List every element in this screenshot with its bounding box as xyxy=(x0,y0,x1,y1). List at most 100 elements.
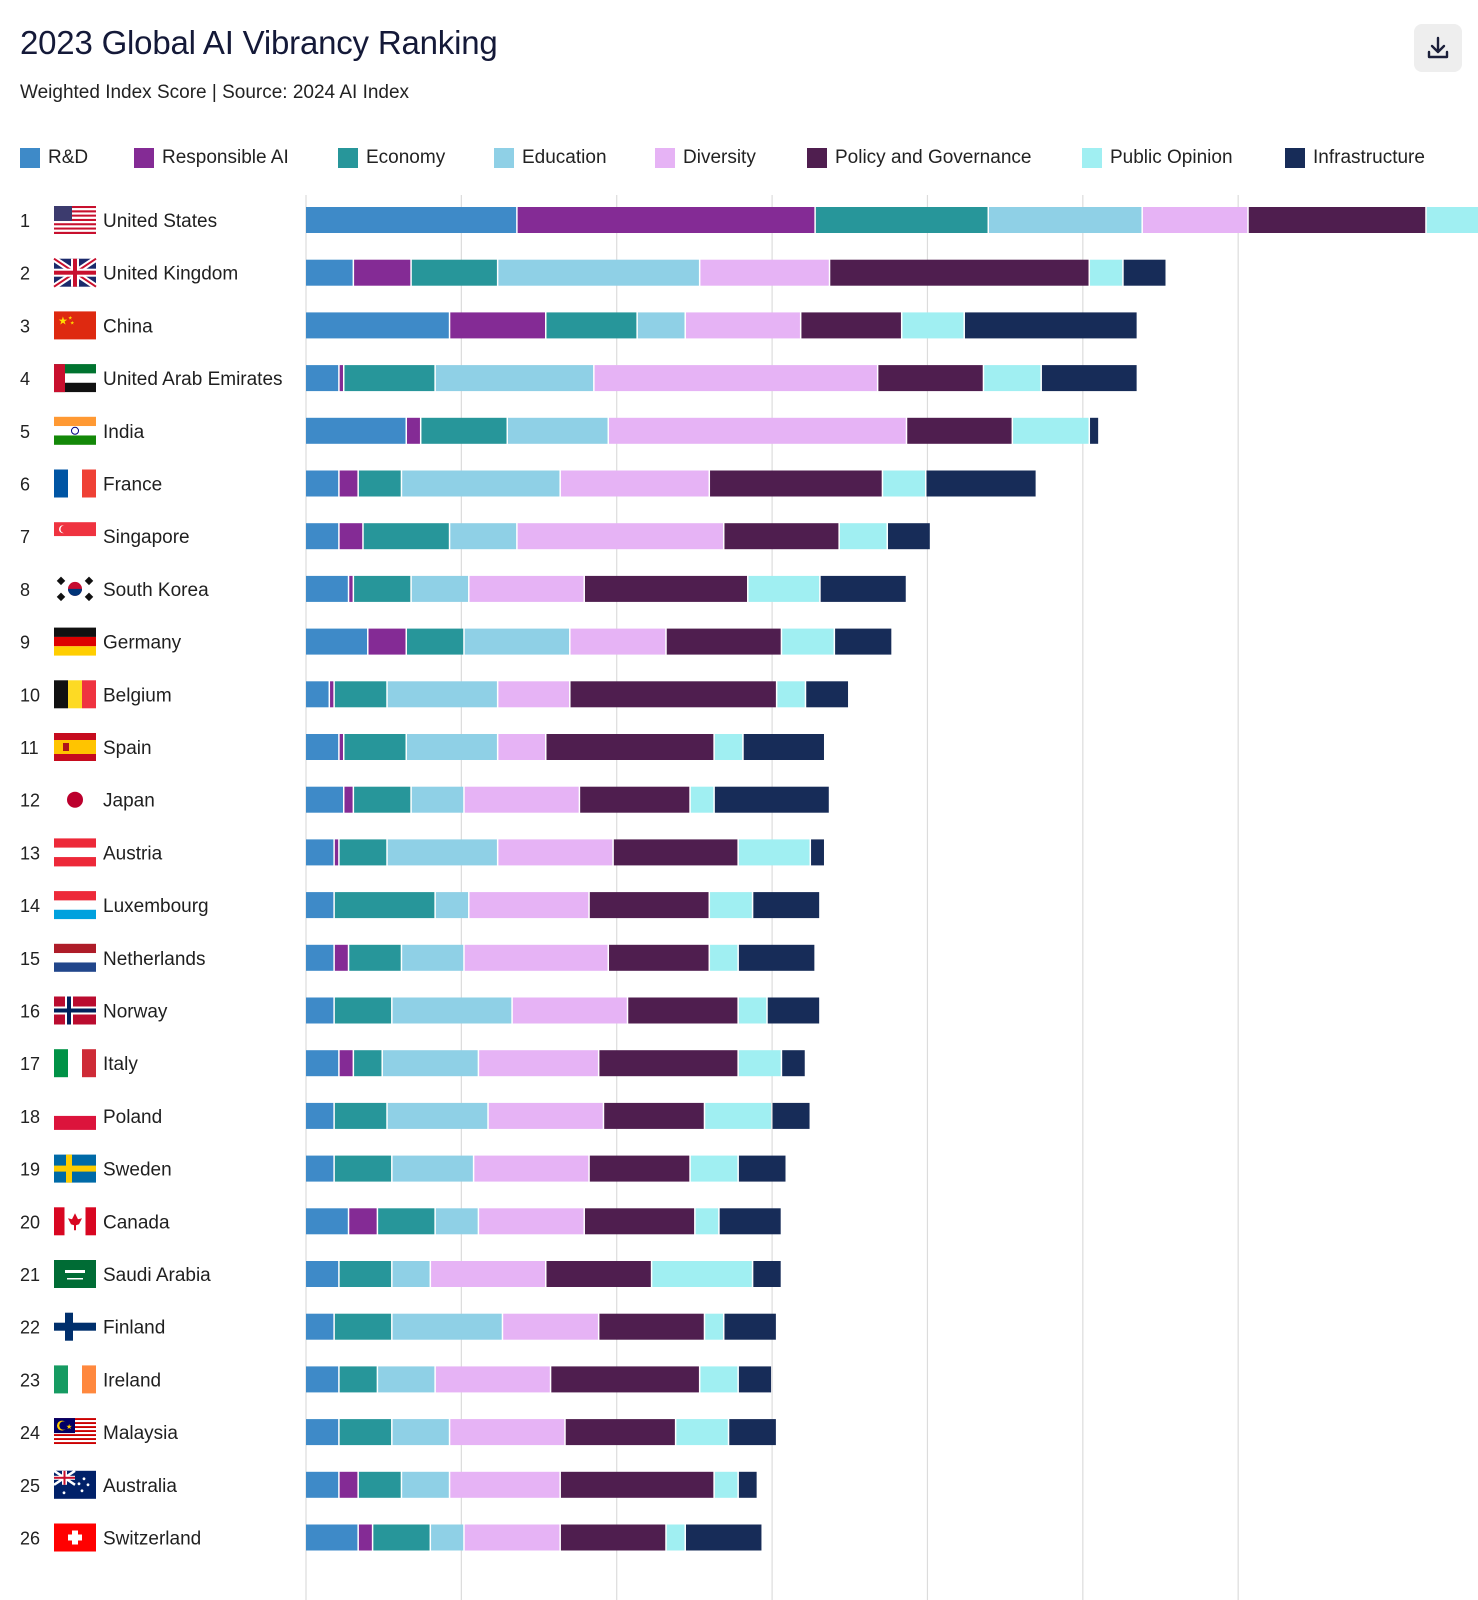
bar-segment-public-opinion[interactable] xyxy=(714,734,743,760)
bar-segment-economy[interactable] xyxy=(339,839,387,866)
bar-segment-r-d[interactable] xyxy=(306,734,339,760)
bar-segment-public-opinion[interactable] xyxy=(714,1471,738,1498)
bar-segment-responsible-ai[interactable] xyxy=(339,523,363,550)
bar-segment-infrastructure[interactable] xyxy=(782,1050,805,1077)
bar-segment-public-opinion[interactable] xyxy=(700,1366,738,1393)
bar-segment-diversity[interactable] xyxy=(474,1155,589,1182)
bar-segment-public-opinion[interactable] xyxy=(738,839,810,866)
bar-segment-policy-and-governance[interactable] xyxy=(560,1524,666,1551)
bar-segment-economy[interactable] xyxy=(334,1155,392,1182)
bar-segment-policy-and-governance[interactable] xyxy=(1248,207,1426,233)
bar-segment-infrastructure[interactable] xyxy=(772,1102,810,1129)
bar-segment-infrastructure[interactable] xyxy=(738,1155,786,1182)
bar-segment-policy-and-governance[interactable] xyxy=(666,628,781,655)
bar-segment-education[interactable] xyxy=(387,839,497,866)
bar-segment-responsible-ai[interactable] xyxy=(344,786,353,813)
bar-segment-infrastructure[interactable] xyxy=(738,1471,757,1498)
bar-segment-infrastructure[interactable] xyxy=(685,1524,762,1551)
bar-segment-policy-and-governance[interactable] xyxy=(801,312,901,339)
bar-segment-responsible-ai[interactable] xyxy=(517,207,815,233)
bar-segment-policy-and-governance[interactable] xyxy=(546,734,714,760)
bar-segment-public-opinion[interactable] xyxy=(1013,417,1089,444)
bar-segment-economy[interactable] xyxy=(546,312,637,339)
bar-segment-policy-and-governance[interactable] xyxy=(584,575,748,602)
bar-segment-policy-and-governance[interactable] xyxy=(589,1155,690,1182)
bar-segment-education[interactable] xyxy=(387,1102,488,1129)
bar-segment-infrastructure[interactable] xyxy=(1090,417,1099,444)
bar-segment-public-opinion[interactable] xyxy=(690,1155,738,1182)
bar-segment-education[interactable] xyxy=(387,681,497,708)
bar-segment-responsible-ai[interactable] xyxy=(334,944,348,971)
bar-segment-economy[interactable] xyxy=(363,523,449,550)
bar-segment-r-d[interactable] xyxy=(306,1050,339,1077)
bar-segment-education[interactable] xyxy=(435,365,594,392)
bar-segment-r-d[interactable] xyxy=(306,628,368,655)
bar-segment-economy[interactable] xyxy=(373,1524,430,1551)
bar-segment-education[interactable] xyxy=(402,1471,449,1498)
bar-segment-economy[interactable] xyxy=(334,681,387,708)
bar-segment-public-opinion[interactable] xyxy=(883,470,925,497)
bar-segment-economy[interactable] xyxy=(354,1050,382,1077)
bar-segment-responsible-ai[interactable] xyxy=(339,365,343,392)
bar-segment-diversity[interactable] xyxy=(479,1050,598,1077)
legend-item-policy-and-governance[interactable]: Policy and Governance xyxy=(807,146,1031,170)
bar-segment-responsible-ai[interactable] xyxy=(334,839,339,866)
bar-segment-economy[interactable] xyxy=(358,470,401,497)
bar-segment-infrastructure[interactable] xyxy=(729,1419,776,1446)
bar-segment-responsible-ai[interactable] xyxy=(339,734,343,760)
bar-segment-r-d[interactable] xyxy=(306,892,334,919)
bar-segment-r-d[interactable] xyxy=(306,839,334,866)
bar-segment-r-d[interactable] xyxy=(306,1208,348,1235)
bar-segment-policy-and-governance[interactable] xyxy=(580,786,690,813)
bar-segment-public-opinion[interactable] xyxy=(738,997,767,1024)
bar-segment-diversity[interactable] xyxy=(570,628,666,655)
bar-segment-education[interactable] xyxy=(402,944,464,971)
bar-segment-infrastructure[interactable] xyxy=(964,312,1137,339)
bar-segment-infrastructure[interactable] xyxy=(714,786,829,813)
bar-segment-r-d[interactable] xyxy=(306,207,517,233)
bar-segment-responsible-ai[interactable] xyxy=(339,1050,353,1077)
bar-segment-education[interactable] xyxy=(382,1050,478,1077)
bar-segment-policy-and-governance[interactable] xyxy=(609,944,709,971)
bar-segment-r-d[interactable] xyxy=(306,1471,339,1498)
bar-segment-policy-and-governance[interactable] xyxy=(565,1419,675,1446)
bar-segment-responsible-ai[interactable] xyxy=(349,575,353,602)
legend-item-economy[interactable]: Economy xyxy=(338,146,445,170)
bar-segment-public-opinion[interactable] xyxy=(1090,259,1123,286)
bar-segment-economy[interactable] xyxy=(407,628,464,655)
bar-segment-diversity[interactable] xyxy=(464,786,579,813)
bar-segment-responsible-ai[interactable] xyxy=(368,628,406,655)
bar-segment-diversity[interactable] xyxy=(431,1261,545,1287)
bar-segment-economy[interactable] xyxy=(339,1419,392,1446)
bar-segment-responsible-ai[interactable] xyxy=(349,1208,377,1235)
bar-segment-education[interactable] xyxy=(637,312,685,339)
bar-segment-responsible-ai[interactable] xyxy=(339,470,358,497)
bar-segment-diversity[interactable] xyxy=(512,997,627,1024)
bar-segment-policy-and-governance[interactable] xyxy=(599,1313,704,1340)
bar-segment-infrastructure[interactable] xyxy=(811,839,824,866)
bar-segment-responsible-ai[interactable] xyxy=(407,417,420,444)
bar-segment-economy[interactable] xyxy=(334,997,392,1024)
bar-segment-public-opinion[interactable] xyxy=(738,1050,781,1077)
bar-segment-public-opinion[interactable] xyxy=(777,681,805,708)
bar-segment-policy-and-governance[interactable] xyxy=(570,681,776,708)
bar-segment-diversity[interactable] xyxy=(469,892,589,919)
bar-segment-diversity[interactable] xyxy=(488,1102,603,1129)
bar-segment-economy[interactable] xyxy=(339,1366,377,1393)
bar-segment-infrastructure[interactable] xyxy=(820,575,906,602)
bar-segment-policy-and-governance[interactable] xyxy=(604,1102,704,1129)
bar-segment-education[interactable] xyxy=(392,997,512,1024)
bar-segment-education[interactable] xyxy=(450,523,517,550)
bar-segment-economy[interactable] xyxy=(334,892,435,919)
bar-segment-r-d[interactable] xyxy=(306,312,449,339)
bar-segment-diversity[interactable] xyxy=(450,1471,560,1498)
bar-segment-r-d[interactable] xyxy=(306,1155,334,1182)
bar-segment-infrastructure[interactable] xyxy=(767,997,820,1024)
bar-segment-r-d[interactable] xyxy=(306,1102,334,1129)
bar-segment-public-opinion[interactable] xyxy=(984,365,1041,392)
bar-segment-economy[interactable] xyxy=(339,1261,392,1287)
bar-segment-infrastructure[interactable] xyxy=(926,470,1036,497)
bar-segment-policy-and-governance[interactable] xyxy=(589,892,709,919)
bar-segment-public-opinion[interactable] xyxy=(1426,207,1478,233)
bar-segment-policy-and-governance[interactable] xyxy=(599,1050,738,1077)
